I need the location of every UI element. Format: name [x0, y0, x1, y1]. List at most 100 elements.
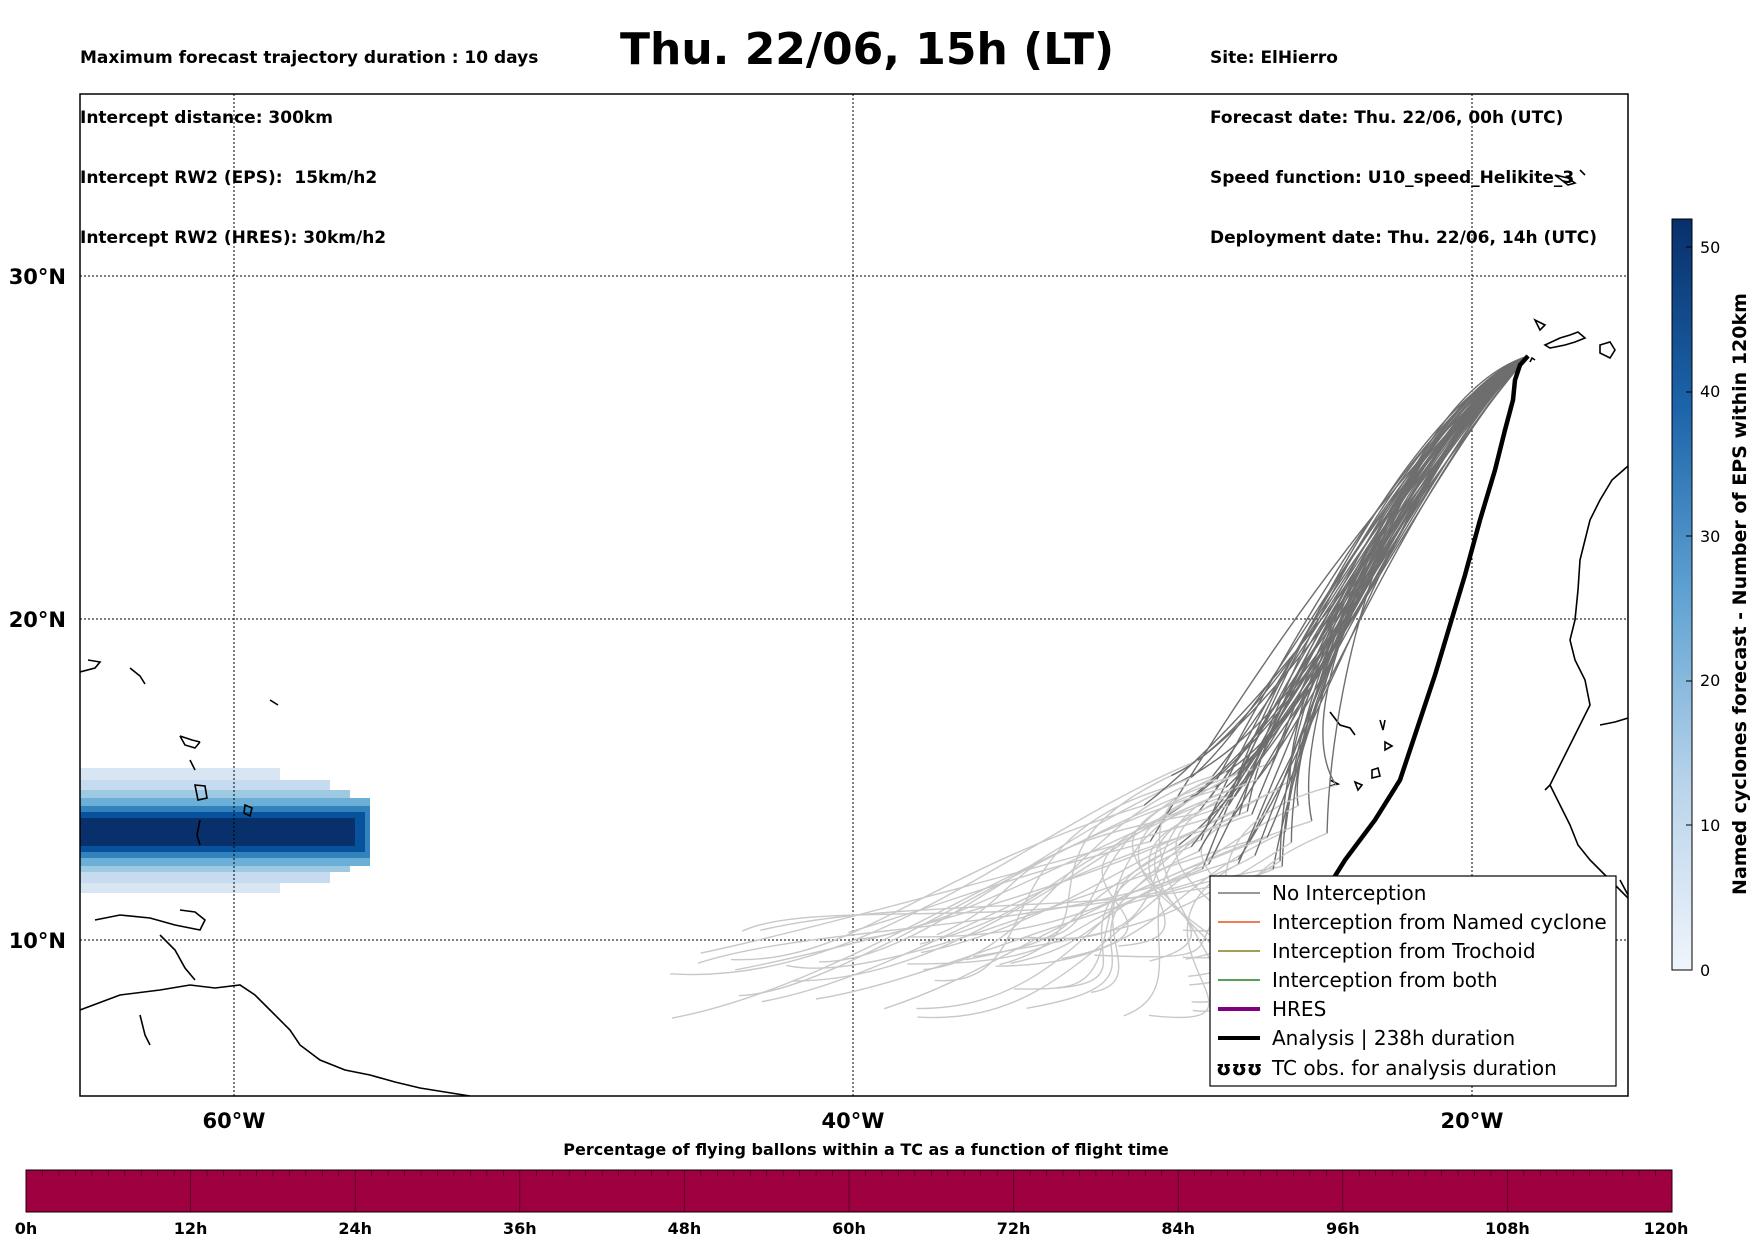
ensemble-track-far [792, 772, 1238, 982]
time-tick: 36h [503, 1219, 537, 1238]
ensemble-track-far [853, 778, 1258, 941]
legend-box [1209, 875, 1617, 1087]
param-line: Intercept RW2 (HRES): 30km/h2 [80, 228, 387, 248]
colorbar-tick: 50 [1700, 238, 1720, 257]
forecast-parameters: Maximum forecast trajectory duration : 1… [80, 8, 538, 268]
site-info: Site: ElHierro Forecast date: Thu. 22/06… [1210, 8, 1597, 268]
param-line: Intercept RW2 (EPS): 15km/h2 [80, 168, 378, 188]
time-tick: 84h [1161, 1219, 1195, 1238]
colorbar-tick: 10 [1700, 816, 1720, 835]
site-line: Forecast date: Thu. 22/06, 00h (UTC) [1210, 108, 1564, 128]
lat-tick-label: 30°N [9, 265, 66, 289]
page-title: Thu. 22/06, 15h (LT) [620, 24, 1115, 75]
legend: No Interception Interception from Named … [1209, 875, 1617, 1087]
ensemble-track-near [1237, 355, 1529, 865]
time-tick: 24h [338, 1219, 372, 1238]
ensemble-track-far [999, 774, 1172, 966]
ensemble-trajectories [670, 355, 1529, 1019]
ensemble-track-far [1123, 814, 1240, 1017]
ensemble-track-far [1013, 846, 1192, 990]
time-tick: 72h [997, 1219, 1031, 1238]
colorbar-tick: 30 [1700, 527, 1720, 546]
ensemble-track-far [670, 759, 1199, 976]
legend-label: Interception from Trochoid [1272, 939, 1536, 963]
ensemble-track-near [1266, 355, 1529, 838]
ensemble-track-far [917, 805, 1299, 1019]
flight-time-bar: Percentage of flying ballons within a TC… [15, 1140, 1689, 1238]
ensemble-track-far [923, 775, 1213, 971]
time-tick: 60h [832, 1219, 866, 1238]
ensemble-track-near [1207, 355, 1529, 865]
param-line: Maximum forecast trajectory duration : 1… [80, 48, 539, 68]
colorbar: 50 40 30 20 10 0 Named cyclones forecast… [1671, 218, 1751, 980]
legend-label: Interception from both [1272, 968, 1498, 992]
time-tick: 120h [1644, 1219, 1689, 1238]
site-line: Site: ElHierro [1210, 48, 1338, 68]
ensemble-track-far [1026, 850, 1199, 1009]
colorbar-label: Named cyclones forecast - Number of EPS … [1729, 293, 1751, 895]
ensemble-track-far [738, 762, 1273, 997]
ensemble-track-far [730, 804, 1145, 961]
map-frame [79, 93, 1629, 1097]
ensemble-track-far [1148, 863, 1239, 1019]
ensemble-track-far [883, 836, 1268, 1010]
ensemble-track-near [1143, 355, 1529, 806]
lat-tick-label: 20°N [9, 608, 66, 632]
ensemble-track-near [1225, 355, 1529, 788]
ensemble-track-near [1190, 355, 1529, 779]
lon-tick-label: 60°W [203, 1109, 266, 1133]
ensemble-track-near [1322, 355, 1529, 786]
time-tick: 96h [1326, 1219, 1360, 1238]
colorbar-scale [1671, 218, 1693, 971]
coastlines [80, 169, 1628, 1096]
time-tick: 0h [15, 1219, 38, 1238]
ensemble-track-far [920, 787, 1282, 954]
ensemble-track-near [1290, 355, 1529, 843]
site-line: Deployment date: Thu. 22/06, 14h (UTC) [1210, 228, 1597, 248]
ensemble-track-far [700, 817, 1209, 954]
param-line: Intercept distance: 300km [80, 108, 333, 128]
ensemble-track-far [1131, 786, 1216, 962]
ensemble-track-near [1227, 355, 1529, 826]
ensemble-track-near [1279, 355, 1529, 862]
ensemble-track-near [1256, 355, 1529, 780]
legend-label: TC obs. for analysis duration [1271, 1056, 1557, 1080]
ensemble-track-near [1216, 355, 1529, 780]
time-tick: 48h [668, 1219, 702, 1238]
lon-tick-label: 20°W [1441, 1109, 1504, 1133]
colorbar-tick: 40 [1700, 382, 1720, 401]
ensemble-track-far [1006, 771, 1227, 940]
ensemble-track-far [819, 776, 1192, 963]
ensemble-track-far [1091, 839, 1202, 994]
ensemble-track-far [973, 841, 1292, 958]
ensemble-track-near [1233, 355, 1529, 798]
ensemble-track-far [919, 793, 1231, 945]
tc-obs-symbol: ʊʊʊ [1216, 1056, 1262, 1080]
ensemble-track-far [697, 868, 1203, 964]
time-tick: 12h [174, 1219, 208, 1238]
legend-label: Analysis | 238h duration [1272, 1026, 1515, 1050]
ensemble-track-near [1190, 355, 1529, 848]
flight-time-bar-title: Percentage of flying ballons within a TC… [563, 1140, 1169, 1159]
colorbar-tick: 0 [1700, 961, 1710, 980]
ensemble-track-far [936, 813, 1198, 936]
ensemble-track-near [1280, 355, 1529, 789]
lon-tick-label: 40°W [822, 1109, 885, 1133]
ensemble-track-near [1238, 355, 1529, 816]
colorbar-tick: 20 [1700, 671, 1720, 690]
ensemble-track-near [1248, 355, 1529, 842]
lat-tick-label: 10°N [9, 929, 66, 953]
time-tick: 108h [1485, 1219, 1530, 1238]
legend-label: HRES [1272, 997, 1326, 1021]
ensemble-track-near [1289, 355, 1529, 781]
ensemble-track-near [1326, 355, 1529, 834]
ensemble-track-near [1211, 355, 1529, 777]
ensemble-track-far [741, 854, 1256, 932]
ensemble-track-far [671, 786, 1227, 1019]
site-line: Speed function: U10_speed_Helikite_3 [1210, 168, 1575, 188]
cyclone-density-blob [80, 768, 370, 893]
legend-label: No Interception [1272, 881, 1426, 905]
ensemble-track-far [815, 865, 1283, 1000]
legend-label: Interception from Named cyclone [1272, 910, 1607, 934]
